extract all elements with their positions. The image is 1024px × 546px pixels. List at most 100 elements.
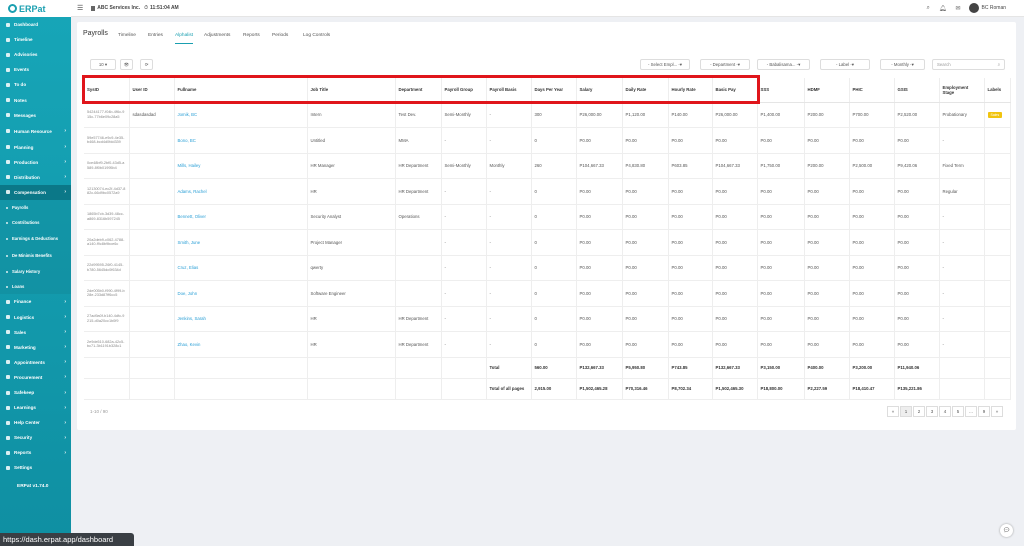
tab[interactable]: Log Controls — [303, 33, 331, 38]
menu-item[interactable]: Learnings › — [0, 400, 71, 415]
page-button[interactable]: ... — [965, 406, 977, 417]
column-header[interactable]: Days Per Year — [531, 78, 577, 103]
employee-link[interactable]: Smith, June — [174, 229, 308, 256]
table-row: 27ad9a0f-b140-4dfc-9215-d0a20cc1b0f9 Jenk… — [84, 306, 1011, 332]
menu-item[interactable]: De Minimis Benefits — [0, 247, 71, 265]
menu-item[interactable]: Appointments › — [0, 355, 71, 370]
menu-item[interactable]: Production › — [0, 155, 71, 170]
tab[interactable]: Payrolls — [83, 30, 108, 37]
menu-toggle[interactable]: ☰ — [77, 5, 84, 12]
chat-button[interactable]: 💬︎ — [1000, 524, 1013, 537]
chevron: › — [64, 389, 66, 396]
filter-label: - Label - — [836, 62, 852, 67]
page-button[interactable]: 1 — [900, 406, 912, 417]
page-size[interactable]: 10 ▾ — [90, 59, 116, 70]
cell: 2de005b0-f990-4f99-b28e-233d87ff6cc5 — [84, 280, 130, 307]
column-header[interactable]: PHIC — [849, 78, 895, 103]
cell: P0.00 — [712, 178, 758, 205]
column-header[interactable]: GSIS — [894, 78, 940, 103]
menu-item[interactable]: Timeline — [0, 32, 71, 47]
cell — [984, 255, 1011, 281]
column-header[interactable]: Payroll Basis — [486, 78, 532, 103]
menu-item[interactable]: Compensation › — [0, 184, 71, 201]
search[interactable]: Search ⌕ — [932, 59, 1005, 70]
page-button[interactable]: 5 — [952, 406, 964, 417]
employee-link[interactable]: Jenkins, Sarah — [174, 306, 308, 332]
column-header[interactable]: SSS — [757, 78, 805, 103]
menu-item[interactable]: Notes — [0, 92, 71, 107]
employee-link[interactable]: Zhao, Kevin — [174, 331, 308, 358]
tab[interactable]: Entries — [148, 33, 163, 38]
chevron: › — [64, 419, 66, 426]
refresh[interactable]: ⟳ — [140, 59, 153, 70]
filter[interactable]: - Babalisama... - ▾ — [757, 59, 810, 70]
menu-item[interactable]: Sales › — [0, 325, 71, 340]
user-name[interactable]: BC Roman — [981, 5, 1006, 11]
menu-item[interactable]: Help Center › — [0, 415, 71, 430]
menu-item[interactable]: Settings — [0, 460, 71, 475]
filter[interactable]: - Label - ▾ — [820, 59, 870, 70]
employee-link[interactable]: Cruz, Elias — [174, 255, 308, 281]
menu-item[interactable]: Finance › — [0, 294, 71, 309]
filter[interactable]: - Select Empl... - ▾ — [640, 59, 690, 70]
menu-item[interactable]: Payrolls — [0, 200, 71, 216]
employee-link[interactable]: Jomik, BC — [174, 102, 308, 128]
employee-link[interactable]: Adams, Rachel — [174, 178, 308, 205]
menu-item[interactable]: Distribution › — [0, 170, 71, 185]
company[interactable]: ABC Services Inc. — [97, 5, 141, 11]
menu-item[interactable]: Human Resource › — [0, 123, 71, 140]
column-header[interactable]: Salary — [576, 78, 623, 103]
menu-item[interactable]: Loans — [0, 279, 71, 295]
messages[interactable]: ✉︎ — [955, 5, 961, 12]
filter[interactable]: - Department - ▾ — [700, 59, 750, 70]
menu-item[interactable]: Safekeep › — [0, 385, 71, 400]
menu-item[interactable]: Procurement › — [0, 370, 71, 385]
employee-link[interactable]: Bono, BC — [174, 127, 308, 154]
cell — [129, 378, 175, 400]
employee-link[interactable]: Mills, Hailey — [174, 153, 308, 179]
menu-item[interactable]: Messages — [0, 108, 71, 123]
search-icon[interactable]: ⌕ — [926, 4, 930, 11]
menu-item[interactable]: Advisories — [0, 47, 71, 62]
column-header[interactable]: Employment Stage — [939, 78, 985, 103]
page-button[interactable]: « — [887, 406, 899, 417]
menu-item[interactable]: Contributions — [0, 215, 71, 231]
menu-item[interactable]: Events — [0, 62, 71, 77]
cell: P0.00 — [668, 229, 713, 256]
employee-link[interactable]: Bennett, Oliver — [174, 204, 308, 230]
column-header[interactable]: HDMF — [804, 78, 850, 103]
menu-item[interactable]: Earnings & Deductions — [0, 230, 71, 248]
tab[interactable]: Alphalist — [175, 33, 194, 44]
page-button[interactable]: 2 — [913, 406, 925, 417]
menu-item[interactable]: To do — [0, 77, 71, 92]
menu-item[interactable]: Logistics › — [0, 310, 71, 325]
menu-item[interactable]: Dashboard — [0, 17, 71, 32]
page-button[interactable]: 3 — [926, 406, 938, 417]
table-row: 2e9de510-682a-42c5-bc71-3b1191b328c1 Zhao… — [84, 331, 1011, 358]
menu-item[interactable]: Planning › — [0, 140, 71, 155]
page-button[interactable]: » — [991, 406, 1003, 417]
employee-link[interactable]: Doe, John — [174, 280, 308, 307]
menu-label: Sales — [14, 329, 27, 335]
menu-item[interactable]: Salary History — [0, 264, 71, 280]
chevron: › — [64, 344, 66, 351]
cell: HR Department — [395, 153, 442, 179]
page-button[interactable]: 4 — [939, 406, 951, 417]
cell: P0.00 — [576, 204, 623, 230]
page-button[interactable]: 9 — [978, 406, 990, 417]
column-header[interactable]: Labels — [984, 78, 1011, 103]
notifications[interactable]: 🔔︎ — [938, 5, 947, 12]
cell: 22d99595-26f0-4145-b780-5645dc0f634d — [84, 255, 130, 281]
filter[interactable]: - Monthly - ▾ — [880, 59, 925, 70]
tab[interactable]: Periods — [272, 33, 289, 38]
tab[interactable]: Timeline — [118, 33, 136, 38]
avatar[interactable] — [968, 3, 979, 13]
tab[interactable]: Adjustments — [204, 33, 231, 38]
column-header[interactable]: Job Title — [307, 78, 396, 103]
menu-item[interactable]: Marketing › — [0, 340, 71, 355]
column-toggle[interactable]: 👁︎ — [120, 59, 133, 70]
menu-item[interactable]: Reports › — [0, 445, 71, 460]
menu-label: Planning — [14, 144, 34, 150]
tab[interactable]: Reports — [243, 33, 260, 38]
menu-item[interactable]: Security › — [0, 430, 71, 445]
